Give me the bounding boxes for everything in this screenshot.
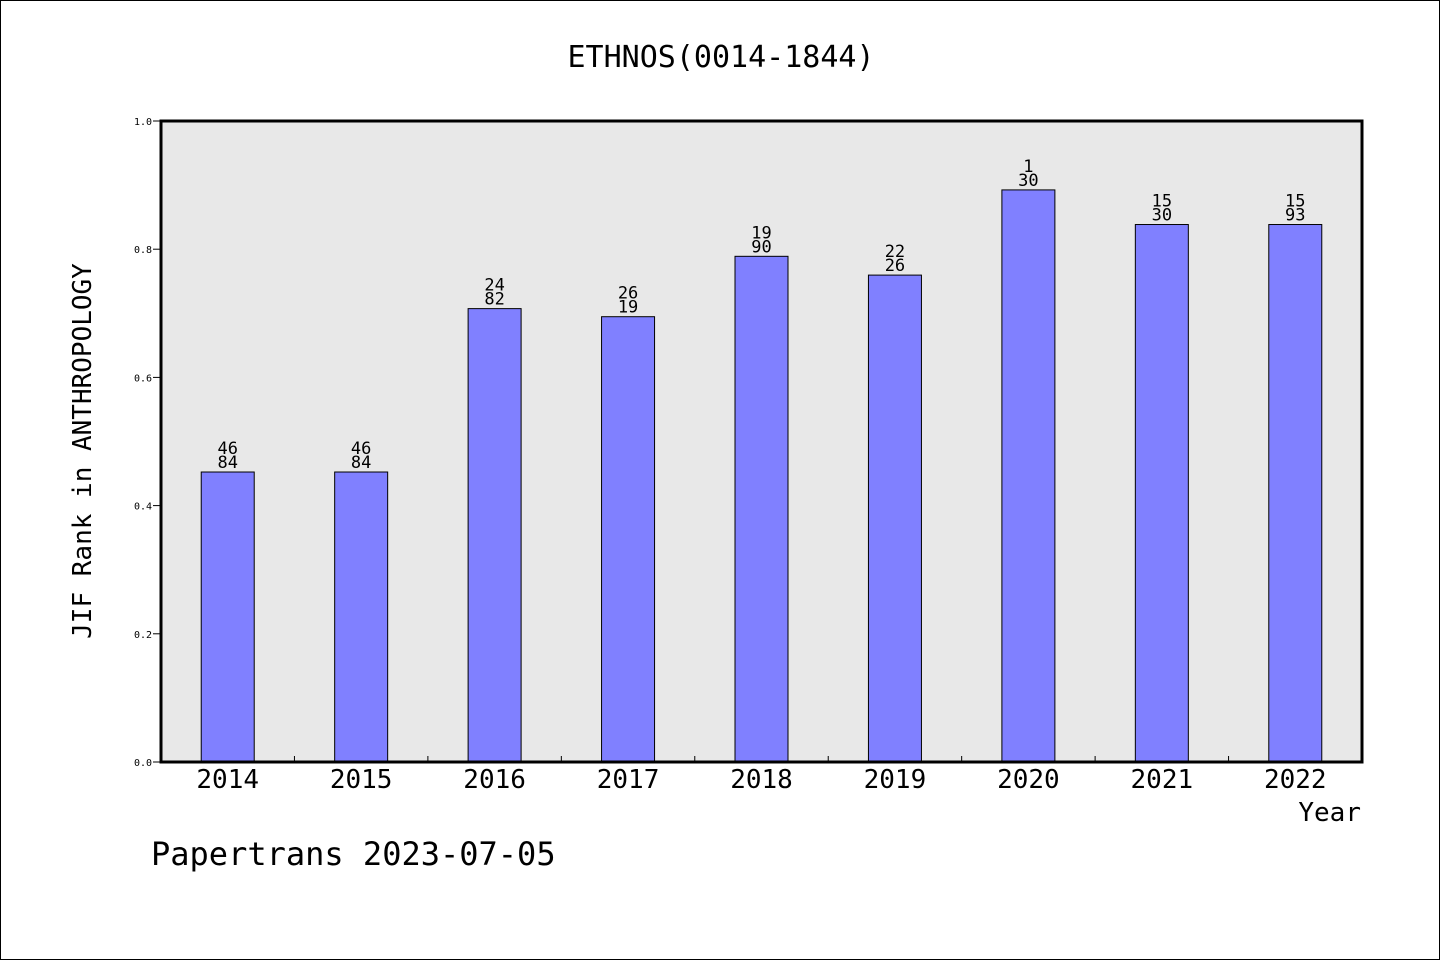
x-tick-label-2019: 2019	[864, 765, 927, 795]
bar-2020	[1001, 189, 1056, 763]
chart-title: ETHNOS(0014-1844)	[567, 40, 874, 75]
bar-2015	[334, 471, 389, 763]
bar-label-top-2021: 15	[1152, 192, 1172, 212]
x-axis-label: Year	[1298, 798, 1361, 828]
bar-label-top-2017: 26	[618, 284, 638, 304]
bar-label-top-2019: 22	[885, 242, 905, 262]
x-tick-label-2015: 2015	[330, 765, 393, 795]
x-tick-label-2016: 2016	[463, 765, 526, 795]
bar-2017	[601, 316, 656, 763]
y-tick-label: 0.2	[134, 630, 152, 641]
bar-label-bottom-2015: 84	[351, 453, 371, 473]
bar-label-bottom-2019: 26	[885, 256, 905, 276]
x-tick-label-2022: 2022	[1264, 765, 1327, 795]
y-tick-label: 0.6	[134, 373, 152, 384]
y-axis: 0.0 0.2 0.4 0.6 0.8 1.0	[134, 117, 161, 769]
x-tick-label-2018: 2018	[730, 765, 793, 795]
bar-label-top-2014: 46	[217, 439, 237, 459]
bar-2019	[867, 274, 922, 763]
bar-label-bottom-2017: 19	[618, 298, 638, 318]
bar-label-bottom-2016: 82	[484, 290, 504, 310]
bar-label-bottom-2022: 93	[1285, 206, 1305, 226]
x-tick-label-2021: 2021	[1131, 765, 1194, 795]
bar-label-top-2022: 15	[1285, 192, 1305, 212]
x-tick-label-2017: 2017	[597, 765, 660, 795]
footer-credit: Papertrans 2023-07-05	[151, 835, 556, 873]
bar-label-bottom-2014: 84	[217, 453, 237, 473]
bar-label-top-2018: 19	[751, 223, 771, 243]
y-tick-label: 0.8	[134, 245, 152, 256]
y-tick-label: 0.0	[134, 758, 152, 769]
bar-2021	[1134, 224, 1189, 763]
bar-label-top-2015: 46	[351, 439, 371, 459]
bar-label-top-2020: 1	[1023, 157, 1033, 177]
bar-label-top-2016: 24	[484, 276, 504, 296]
bar-label-bottom-2021: 30	[1152, 206, 1172, 226]
bars-group	[200, 189, 1323, 763]
x-tick-label-2014: 2014	[196, 765, 259, 795]
bar-label-bottom-2018: 90	[751, 237, 771, 257]
y-tick-label: 0.4	[134, 502, 152, 513]
y-axis-label: JIF Rank in ANTHROPOLOGY	[68, 263, 98, 639]
x-tick-label-2020: 2020	[997, 765, 1060, 795]
x-axis: 2014 2015 2016 2017 2018 2019 2020 2021 2022	[196, 756, 1327, 795]
bar-2014	[200, 471, 255, 763]
bar-2018	[734, 255, 789, 763]
plot-border	[159, 119, 1364, 764]
bar-2022	[1268, 224, 1323, 763]
bar-2016	[467, 308, 522, 763]
y-tick-label: 1.0	[134, 117, 152, 128]
bar-label-bottom-2020: 30	[1018, 171, 1038, 191]
